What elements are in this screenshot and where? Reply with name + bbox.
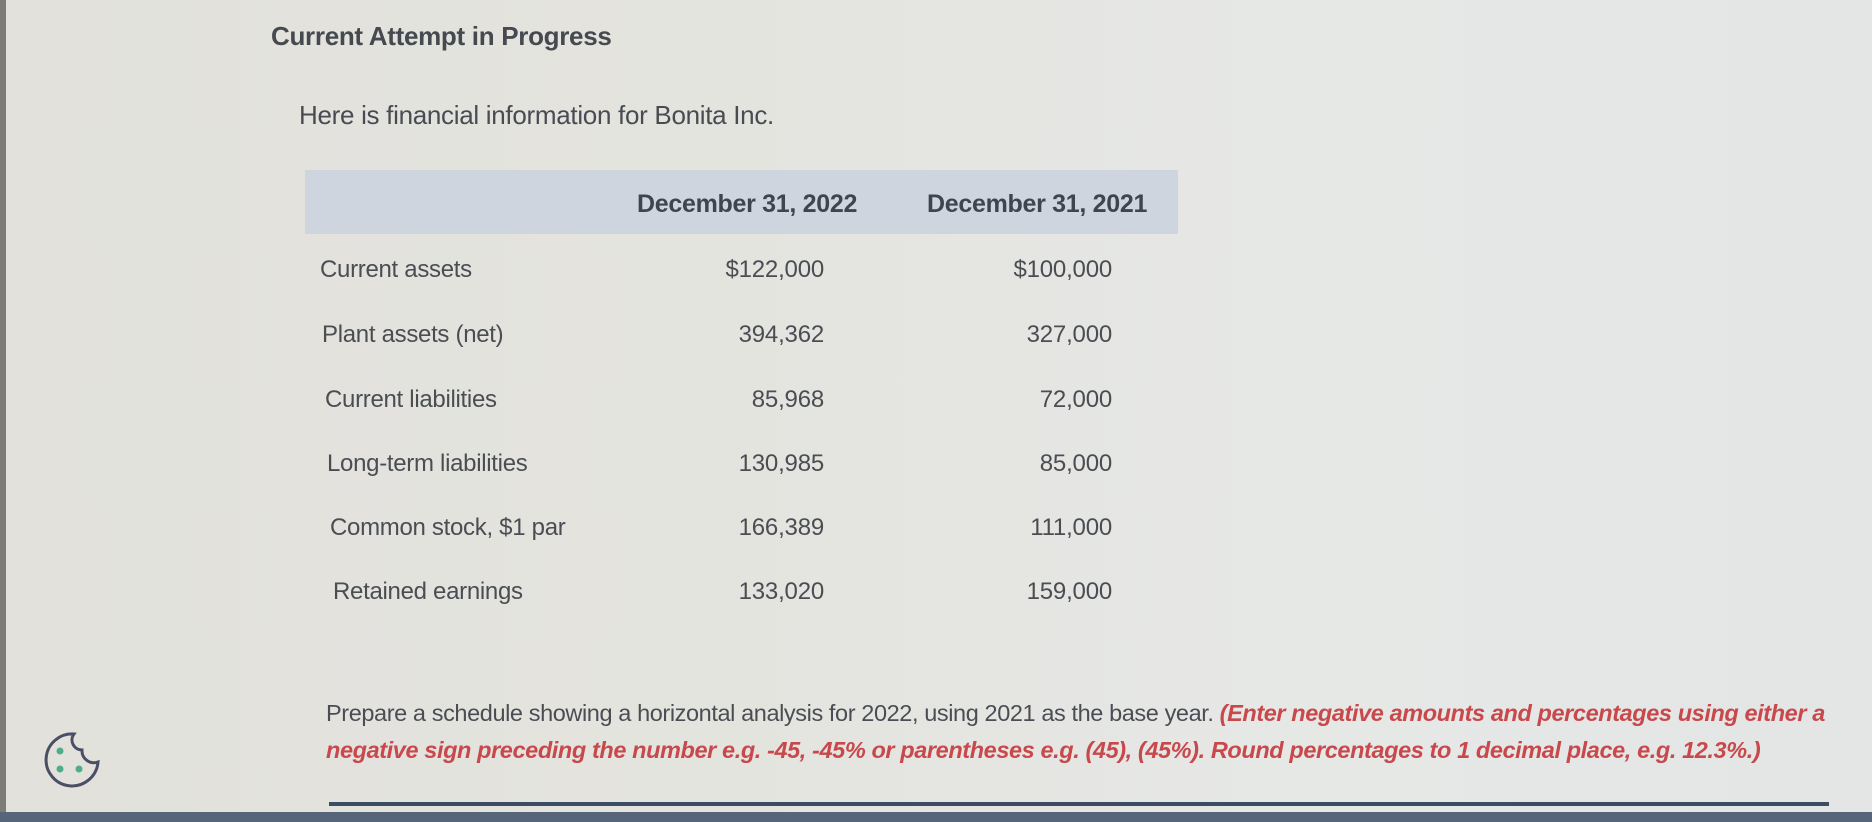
table-row: Common stock, $1 par 166,389 111,000: [0, 514, 1200, 554]
table-row: Long-term liabilities 130,985 85,000: [0, 450, 1200, 490]
screen-left-edge: [0, 0, 6, 822]
screen-bottom-bezel: [0, 812, 1872, 822]
instructions-note: (Enter negative amounts and percentages …: [326, 700, 1825, 763]
cookie-settings-icon[interactable]: [34, 724, 104, 788]
page-heading: Current Attempt in Progress: [271, 21, 612, 51]
row-label: Current liabilities: [325, 386, 497, 413]
value-2022: 394,362: [738, 321, 825, 348]
row-label: Long-term liabilities: [327, 450, 528, 477]
value-2021: 327,000: [1026, 321, 1113, 348]
value-2021: $100,000: [1013, 256, 1112, 283]
value-2021: 85,000: [1039, 450, 1112, 477]
table-row: Plant assets (net) 394,362 327,000: [0, 321, 1200, 361]
row-label: Common stock, $1 par: [330, 514, 566, 541]
row-label: Retained earnings: [333, 578, 523, 605]
instructions-text: Prepare a schedule showing a horizontal …: [326, 695, 1866, 769]
column-header-2021: December 31, 2021: [927, 190, 1148, 218]
value-2021: 159,000: [1026, 578, 1113, 605]
table-row: Current liabilities 85,968 72,000: [0, 386, 1200, 426]
value-2022: 130,985: [738, 450, 825, 477]
intro-text: Here is financial information for Bonita…: [299, 100, 774, 130]
value-2022: 85,968: [751, 386, 824, 413]
value-2022: 166,389: [738, 514, 825, 541]
value-2022: 133,020: [738, 578, 825, 605]
value-2021: 72,000: [1039, 386, 1112, 413]
table-row: Retained earnings 133,020 159,000: [0, 578, 1200, 618]
table-header: December 31, 2022 December 31, 2021: [305, 170, 1178, 234]
value-2021: 111,000: [1030, 514, 1112, 541]
value-2022: $122,000: [725, 256, 824, 283]
instructions-main: Prepare a schedule showing a horizontal …: [326, 700, 1214, 726]
column-header-2022: December 31, 2022: [637, 190, 858, 218]
section-divider: [329, 802, 1829, 806]
table-row: Current assets $122,000 $100,000: [0, 256, 1200, 296]
row-label: Plant assets (net): [322, 321, 504, 348]
row-label: Current assets: [320, 256, 472, 283]
